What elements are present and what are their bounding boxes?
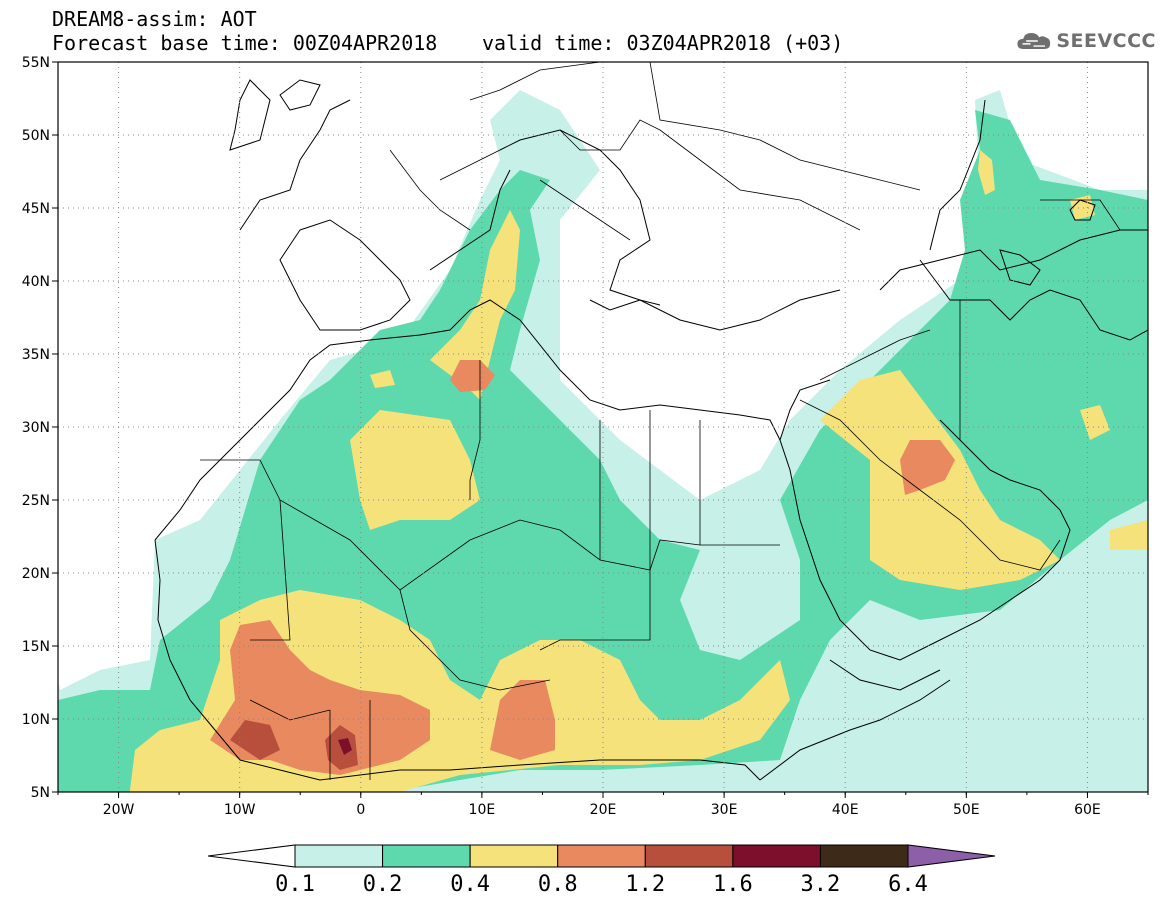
lat-label: 40N bbox=[22, 274, 50, 290]
coastlines bbox=[154, 79, 1148, 781]
valid-time: valid time: 03Z04APR2018 (+03) bbox=[482, 31, 844, 55]
colorbar: 0.1 0.2 0.4 0.8 1.2 1.6 3.2 6.4 bbox=[207, 844, 996, 897]
forecast-base-time: Forecast base time: 00Z04APR2018 bbox=[52, 31, 438, 55]
lat-label: 55N bbox=[22, 55, 50, 71]
colorbar-swatch bbox=[644, 844, 734, 868]
colorbar-label: 0.4 bbox=[450, 872, 490, 897]
colorbar-label: 3.2 bbox=[801, 872, 841, 897]
colorbar-label: 0.8 bbox=[538, 872, 578, 897]
lat-label: 20N bbox=[22, 566, 50, 582]
colorbar-swatch bbox=[382, 844, 471, 868]
axis-ticks: 55N 50N 45N 40N 35N 30N 25N 20N 15N 10N 5N 20W 10W 0 1… bbox=[22, 55, 1149, 818]
cloud-icon bbox=[1017, 33, 1051, 49]
lon-label: 0 bbox=[356, 802, 365, 818]
lat-label: 45N bbox=[22, 201, 50, 217]
aot-level-1.6 bbox=[338, 738, 352, 755]
seevccc-logo: SEEVCCC bbox=[1016, 24, 1156, 58]
logo-text: SEEVCCC bbox=[1056, 30, 1156, 52]
lon-label: 30E bbox=[711, 802, 738, 818]
map-title: DREAM8-assim: AOT bbox=[52, 7, 257, 31]
lon-label: 10E bbox=[469, 802, 496, 818]
lat-label: 15N bbox=[22, 639, 50, 655]
colorbar-over-triangle bbox=[907, 844, 996, 868]
lat-label: 50N bbox=[22, 128, 50, 144]
colorbar-swatch bbox=[557, 844, 646, 868]
lon-label: 40E bbox=[832, 802, 859, 818]
lon-label: 60E bbox=[1074, 802, 1101, 818]
colorbar-under-triangle bbox=[207, 844, 296, 868]
colorbar-label: 1.6 bbox=[713, 872, 753, 897]
lon-label: 20W bbox=[103, 802, 135, 818]
lat-label: 25N bbox=[22, 493, 50, 509]
lat-lon-grid bbox=[58, 62, 1148, 792]
lon-label: 10W bbox=[224, 802, 256, 818]
country-borders bbox=[200, 62, 1121, 780]
colorbar-swatch bbox=[732, 844, 821, 868]
lat-label: 5N bbox=[31, 785, 50, 801]
lat-label: 30N bbox=[22, 420, 50, 436]
colorbar-label: 0.1 bbox=[275, 872, 315, 897]
colorbar-label: 0.2 bbox=[363, 872, 403, 897]
aot-shading bbox=[58, 90, 1148, 792]
lon-label: 50E bbox=[953, 802, 980, 818]
lat-label: 35N bbox=[22, 347, 50, 363]
colorbar-swatch bbox=[294, 844, 384, 868]
lat-label: 10N bbox=[22, 712, 50, 728]
colorbar-label: 6.4 bbox=[888, 872, 928, 897]
colorbar-swatch bbox=[819, 844, 909, 868]
colorbar-swatch bbox=[469, 844, 559, 868]
colorbar-label: 1.2 bbox=[625, 872, 665, 897]
lon-label: 20E bbox=[590, 802, 617, 818]
